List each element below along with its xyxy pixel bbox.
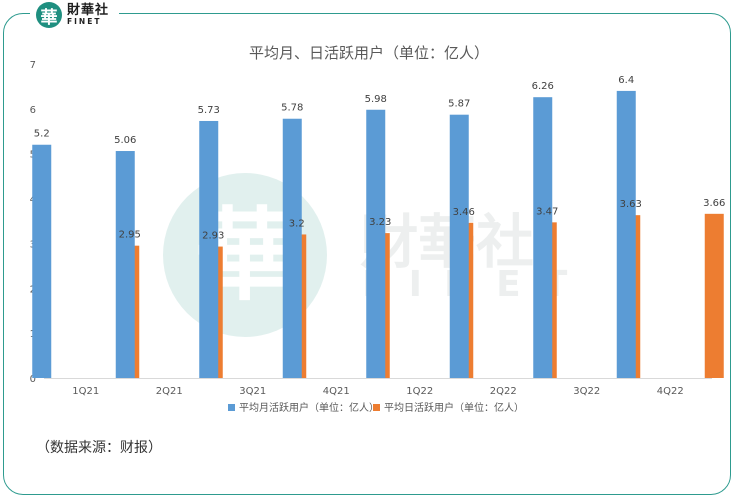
x-tick-label: 1Q21 bbox=[72, 386, 99, 397]
bar-dau bbox=[704, 213, 724, 378]
legend-swatch-dau bbox=[373, 404, 380, 411]
x-tick-label: 3Q22 bbox=[573, 386, 600, 397]
chart-frame bbox=[3, 13, 731, 495]
data-label-mau: 5.06 bbox=[114, 135, 136, 146]
logo-name-en: FINET bbox=[67, 17, 102, 27]
x-tick-label: 4Q22 bbox=[657, 386, 684, 397]
bar-mau bbox=[533, 97, 553, 379]
x-axis: 1Q21 2Q21 3Q21 4Q21 1Q22 2Q22 3Q22 4Q22 bbox=[72, 386, 683, 397]
x-tick-label: 4Q21 bbox=[323, 386, 350, 397]
x-tick-label: 3Q21 bbox=[239, 386, 266, 397]
legend-swatch-mau bbox=[228, 404, 235, 411]
data-label-mau: 5.73 bbox=[198, 105, 220, 116]
data-label-mau: 6.26 bbox=[532, 81, 554, 92]
x-tick-label: 2Q22 bbox=[490, 386, 517, 397]
bar-mau bbox=[115, 151, 135, 378]
data-label-mau: 5.78 bbox=[281, 103, 303, 114]
data-label-dau: 3.2 bbox=[289, 218, 305, 229]
legend-label-mau: 平均月活跃用户（单位：亿人） bbox=[239, 401, 379, 414]
data-label-dau: 2.95 bbox=[119, 230, 141, 241]
data-label-dau: 3.66 bbox=[703, 198, 725, 209]
chart-title: 平均月、日活跃用户（单位：亿人） bbox=[249, 44, 489, 62]
bar-mau bbox=[449, 114, 469, 378]
bar-mau bbox=[32, 144, 52, 378]
data-label-mau: 5.87 bbox=[448, 99, 470, 110]
y-tick-label: 0 bbox=[30, 374, 36, 385]
x-tick-label: 1Q22 bbox=[406, 386, 433, 397]
bars bbox=[32, 90, 724, 379]
source-note: （数据来源：财报） bbox=[36, 440, 162, 456]
data-label-mau: 6.4 bbox=[618, 75, 634, 86]
data-label-dau: 3.47 bbox=[536, 206, 558, 217]
y-tick-label: 7 bbox=[30, 60, 36, 71]
bar-mau bbox=[282, 118, 302, 379]
brand-logo: 華 財華社 FINET bbox=[30, 0, 120, 30]
bar-mau bbox=[366, 109, 386, 379]
logo-name-cn: 財華社 bbox=[67, 3, 110, 19]
legend-label-dau: 平均日活跃用户（单位：亿人） bbox=[384, 401, 524, 414]
data-label-dau: 3.63 bbox=[620, 199, 642, 210]
y-tick-label: 6 bbox=[30, 105, 36, 116]
data-label-dau: 3.23 bbox=[369, 217, 391, 228]
logo-text: 財華社 FINET bbox=[67, 4, 109, 26]
data-label-dau: 3.46 bbox=[453, 207, 475, 218]
data-label-dau: 2.93 bbox=[202, 231, 224, 242]
data-label-mau: 5.2 bbox=[34, 129, 50, 140]
legend: 平均月活跃用户（单位：亿人） 平均日活跃用户（单位：亿人） bbox=[228, 401, 524, 414]
bar-mau bbox=[199, 120, 219, 379]
bar-mau bbox=[616, 90, 636, 379]
data-label-mau: 5.98 bbox=[365, 94, 387, 105]
data-labels: 5.2 2.95 5.06 2.93 5.73 3.2 5.78 3.23 5.98 3.46 5.… bbox=[34, 75, 726, 242]
logo-mark-icon: 華 bbox=[36, 2, 62, 28]
x-tick-label: 2Q21 bbox=[156, 386, 183, 397]
